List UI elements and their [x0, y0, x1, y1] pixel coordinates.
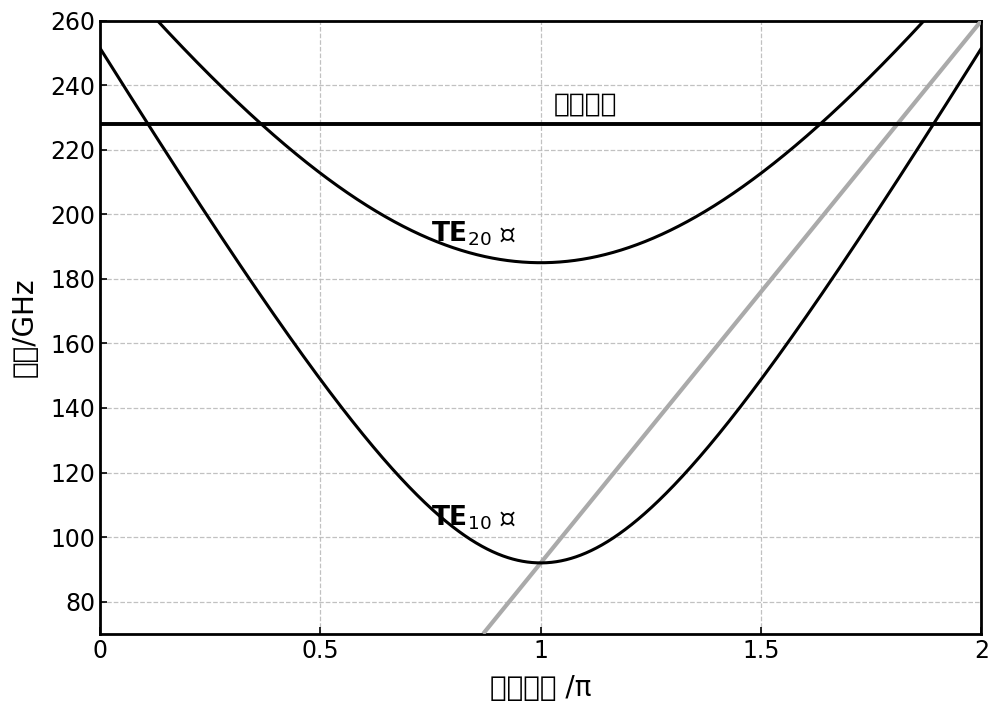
Y-axis label: 频率/GHz: 频率/GHz — [11, 277, 39, 377]
Text: 工作频点: 工作频点 — [554, 91, 617, 118]
Text: TE$_{10}$ 模: TE$_{10}$ 模 — [431, 503, 516, 532]
Text: TE$_{20}$ 模: TE$_{20}$ 模 — [431, 220, 516, 248]
X-axis label: 有效相移 /π: 有效相移 /π — [490, 674, 591, 702]
